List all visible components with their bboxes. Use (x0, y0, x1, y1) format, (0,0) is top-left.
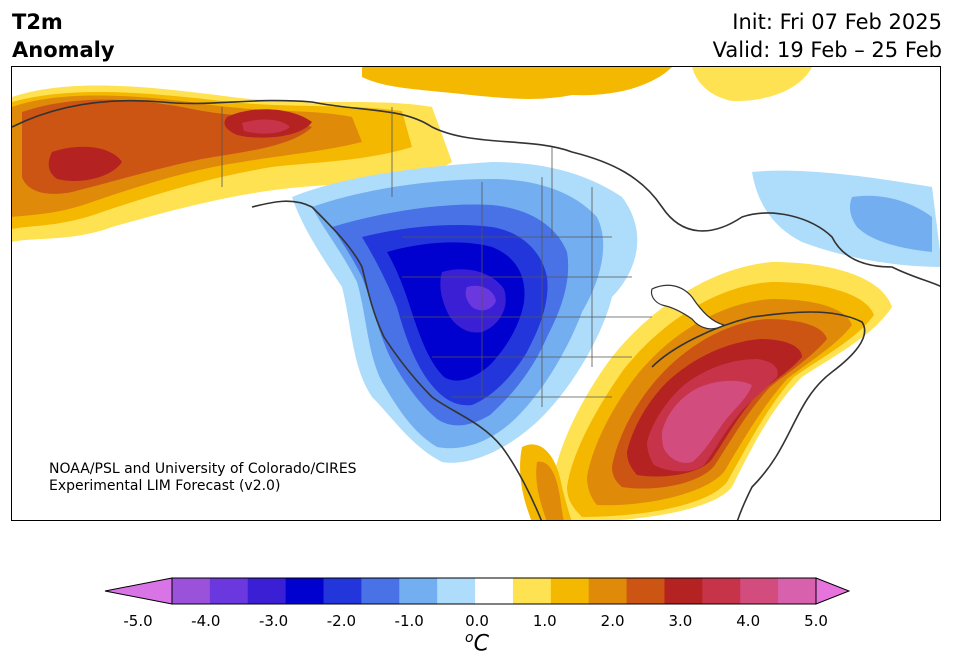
colorbar-tick-label: 3.0 (668, 612, 693, 630)
colorbar-tick-label: 0.0 (465, 612, 489, 630)
great-lakes (650, 284, 726, 330)
colorbar (104, 577, 850, 605)
colorbar-cell (209, 578, 249, 604)
colorbar-cell (172, 578, 211, 604)
colorbar-frame (171, 577, 817, 605)
map-canvas (12, 67, 940, 520)
alaska-hot-spot-1 (48, 146, 122, 182)
colorbar-tick-label: -1.0 (394, 612, 424, 630)
colorbar-cell (550, 578, 590, 604)
arctic-islands-warm (362, 67, 672, 99)
init-date: Init: Fri 07 Feb 2025 (732, 10, 942, 34)
colorbar-cell (702, 578, 741, 604)
valid-range: Valid: 19 Feb – 25 Feb (712, 38, 942, 62)
labrador-cold (849, 195, 932, 252)
title-line-2: Anomaly (12, 38, 115, 62)
colorbar-cell (626, 578, 665, 604)
unit-base: C (473, 631, 489, 657)
colorbar-cells (104, 577, 850, 605)
colorbar-cell (588, 578, 628, 604)
yukon-hot-core (242, 119, 290, 134)
credit-line-1: NOAA/PSL and University of Colorado/CIRE… (49, 461, 357, 477)
colorbar-cell (512, 578, 552, 604)
colorbar-cell (247, 578, 287, 604)
colorbar-cell (437, 578, 476, 604)
colorbar-cell (664, 578, 703, 604)
colorbar-tick-label: 4.0 (736, 612, 761, 630)
anomaly-map (11, 66, 941, 521)
credit-text: NOAA/PSL and University of Colorado/CIRE… (49, 461, 357, 495)
mexico-warm-core (536, 461, 564, 520)
state-borders (221, 107, 652, 407)
colorbar-tick-label: -2.0 (326, 612, 357, 630)
colorbar-tick-label: -3.0 (258, 612, 289, 630)
east-warm-peak (662, 380, 752, 463)
colorbar-cell (399, 578, 438, 604)
colorbar-tick-label: 5.0 (804, 612, 828, 630)
colorbar-cell (475, 578, 514, 604)
colorbar-over-arrow (815, 577, 850, 605)
north-america-coastline (12, 99, 940, 520)
colorbar-cell (740, 578, 779, 604)
colorbar-cell (361, 578, 400, 604)
cold-peak (465, 285, 496, 311)
colorbar-cell (285, 578, 325, 604)
unit-superscript: o (465, 630, 474, 646)
map-title: T2m Anomaly (12, 8, 115, 64)
colorbar-unit: oC (465, 630, 489, 656)
colorbar-cell (323, 578, 362, 604)
colorbar-tick-labels: -5.0 -4.0 -3.0 -2.0 -1.0 0.0 1.0 2.0 3.0 4.0 5.0 (0, 612, 954, 632)
title-line-1: T2m (12, 10, 63, 34)
colorbar-tick-label: 2.0 (600, 612, 625, 630)
colorbar-cell (778, 578, 817, 604)
colorbar-tick-label: -4.0 (191, 612, 221, 630)
colorbar-under-arrow (104, 577, 173, 605)
credit-line-2: Experimental LIM Forecast (v2.0) (49, 478, 281, 494)
greenland-edge-warm (692, 67, 812, 102)
colorbar-tick-label: -5.0 (123, 612, 153, 630)
colorbar-tick-label: 1.0 (532, 612, 557, 630)
init-valid-dates: Init: Fri 07 Feb 2025 Valid: 19 Feb – 25… (713, 8, 942, 64)
